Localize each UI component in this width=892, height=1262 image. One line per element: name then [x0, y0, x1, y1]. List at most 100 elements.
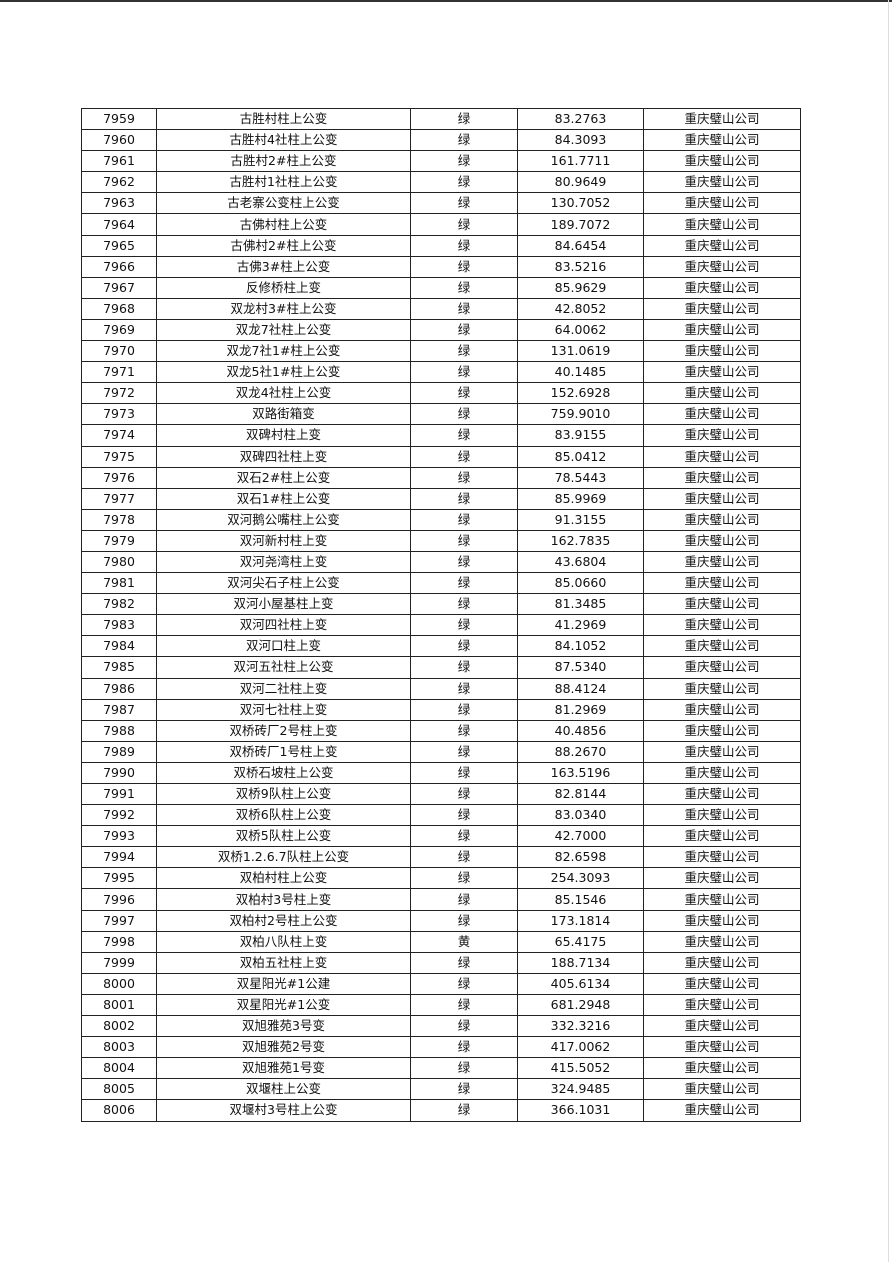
row-number-cell: 7992 — [81, 804, 157, 827]
company-cell: 重庆璧山公司 — [643, 424, 801, 447]
company-cell: 重庆璧山公司 — [643, 804, 801, 827]
table-row: 7999 双柏五社柱上变绿 188.7134 重庆璧山公司 — [81, 951, 801, 974]
row-number-cell: 7994 — [81, 846, 157, 869]
transformer-name-cell: 反修桥柱上变 — [156, 276, 411, 299]
table-row: 7995 双柏村柱上公变绿 254.3093 重庆璧山公司 — [81, 867, 801, 890]
value-cell: 41.2969 — [517, 614, 644, 637]
company-cell: 重庆璧山公司 — [643, 1057, 801, 1080]
company-cell: 重庆璧山公司 — [643, 635, 801, 658]
status-color-cell: 绿 — [410, 782, 518, 806]
value-cell: 332.3216 — [517, 1015, 644, 1038]
value-cell: 85.9629 — [517, 276, 644, 299]
transformer-name-cell: 古胜村4社柱上公变 — [156, 129, 411, 152]
transformer-name-cell: 古佛村2#柱上公变 — [156, 234, 411, 257]
value-cell: 415.5052 — [517, 1057, 644, 1080]
company-cell: 重庆璧山公司 — [643, 550, 801, 574]
company-cell: 重庆璧山公司 — [643, 614, 801, 637]
table-row: 7989 双桥砖厂1号柱上变绿 88.2670 重庆璧山公司 — [81, 740, 801, 763]
table-row: 7964 古佛村柱上公变绿 189.7072 重庆璧山公司 — [81, 213, 801, 236]
table-body: 7959 古胜村柱上公变绿 83.2763 重庆璧山公司 7960 古胜村4社柱上公变绿 8… — [81, 107, 801, 1122]
value-cell: 82.8144 — [517, 782, 644, 806]
company-cell: 重庆璧山公司 — [643, 930, 801, 953]
company-cell: 重庆璧山公司 — [643, 129, 801, 152]
transformer-name-cell: 双桥6队柱上公变 — [156, 804, 411, 827]
transformer-name-cell: 双桥砖厂2号柱上变 — [156, 719, 411, 742]
row-number-cell: 7983 — [81, 614, 157, 637]
row-number-cell: 7988 — [81, 719, 157, 742]
company-cell: 重庆璧山公司 — [643, 867, 801, 890]
transformer-name-cell: 双石1#柱上公变 — [156, 487, 411, 510]
value-cell: 42.7000 — [517, 825, 644, 848]
table-row: 7981 双河尖石子柱上公变绿 85.0660 重庆璧山公司 — [81, 572, 801, 595]
company-cell: 重庆璧山公司 — [643, 361, 801, 384]
row-number-cell: 7990 — [81, 761, 157, 785]
status-color-cell: 绿 — [410, 656, 518, 679]
status-color-cell: 绿 — [410, 698, 518, 721]
row-number-cell: 7999 — [81, 951, 157, 974]
row-number-cell: 7971 — [81, 361, 157, 384]
status-color-cell: 绿 — [410, 466, 518, 489]
status-color-cell: 绿 — [410, 171, 518, 194]
value-cell: 405.6134 — [517, 972, 644, 995]
status-color-cell: 绿 — [410, 255, 518, 278]
row-number-cell: 7978 — [81, 508, 157, 531]
transformer-name-cell: 双河尖石子柱上公变 — [156, 572, 411, 595]
status-color-cell: 绿 — [410, 993, 518, 1017]
transformer-name-cell: 双碑村柱上变 — [156, 424, 411, 447]
company-cell: 重庆璧山公司 — [643, 255, 801, 278]
status-color-cell: 绿 — [410, 614, 518, 637]
status-color-cell: 绿 — [410, 487, 518, 510]
table-row: 7994 双桥1.2.6.7队柱上公变绿 82.6598 重庆璧山公司 — [81, 846, 801, 869]
status-color-cell: 绿 — [410, 1057, 518, 1080]
table-row: 8003 双旭雅苑2号变绿 417.0062 重庆璧山公司 — [81, 1036, 801, 1059]
table-row: 7969 双龙7社柱上公变绿 64.0062 重庆璧山公司 — [81, 318, 801, 342]
transformer-name-cell: 古佛村柱上公变 — [156, 213, 411, 236]
status-color-cell: 绿 — [410, 677, 518, 700]
row-number-cell: 7965 — [81, 234, 157, 257]
status-color-cell: 绿 — [410, 297, 518, 320]
transformer-name-cell: 双柏五社柱上变 — [156, 951, 411, 974]
row-number-cell: 7979 — [81, 529, 157, 552]
status-color-cell: 绿 — [410, 529, 518, 552]
value-cell: 83.2763 — [517, 107, 644, 131]
transformer-name-cell: 双路街箱变 — [156, 403, 411, 426]
transformer-name-cell: 双柏村柱上公变 — [156, 867, 411, 890]
table-row: 7972 双龙4社柱上公变绿 152.6928 重庆璧山公司 — [81, 382, 801, 405]
transformer-name-cell: 双河五社柱上公变 — [156, 656, 411, 679]
transformer-name-cell: 双河口柱上变 — [156, 635, 411, 658]
table-row: 7970 双龙7社1#柱上公变绿 131.0619 重庆璧山公司 — [81, 340, 801, 363]
transformer-name-cell: 古胜村2#柱上公变 — [156, 150, 411, 173]
table-row: 7988 双桥砖厂2号柱上变绿 40.4856 重庆璧山公司 — [81, 719, 801, 742]
status-color-cell: 绿 — [410, 276, 518, 299]
table-row: 7960 古胜村4社柱上公变绿 84.3093 重庆璧山公司 — [81, 129, 801, 152]
value-cell: 161.7711 — [517, 150, 644, 173]
value-cell: 366.1031 — [517, 1099, 644, 1122]
table-row: 7996 双柏村3号柱上变绿 85.1546 重庆璧山公司 — [81, 888, 801, 911]
status-color-cell: 绿 — [410, 635, 518, 658]
table-row: 7967 反修桥柱上变绿 85.9629 重庆璧山公司 — [81, 276, 801, 299]
status-color-cell: 绿 — [410, 867, 518, 890]
value-cell: 324.9485 — [517, 1078, 644, 1101]
company-cell: 重庆璧山公司 — [643, 740, 801, 763]
status-color-cell: 绿 — [410, 1015, 518, 1038]
value-cell: 43.6804 — [517, 550, 644, 574]
company-cell: 重庆璧山公司 — [643, 572, 801, 595]
value-cell: 84.6454 — [517, 234, 644, 257]
row-number-cell: 8000 — [81, 972, 157, 995]
transformer-name-cell: 双石2#柱上公变 — [156, 466, 411, 489]
value-cell: 130.7052 — [517, 192, 644, 215]
company-cell: 重庆璧山公司 — [643, 825, 801, 848]
row-number-cell: 8002 — [81, 1015, 157, 1038]
company-cell: 重庆璧山公司 — [643, 529, 801, 552]
status-color-cell: 绿 — [410, 761, 518, 785]
status-color-cell: 绿 — [410, 1036, 518, 1059]
company-cell: 重庆璧山公司 — [643, 677, 801, 700]
page-right-edge — [888, 0, 889, 1262]
value-cell: 83.5216 — [517, 255, 644, 278]
table-row: 7976 双石2#柱上公变绿 78.5443 重庆璧山公司 — [81, 466, 801, 489]
status-color-cell: 绿 — [410, 150, 518, 173]
company-cell: 重庆璧山公司 — [643, 171, 801, 194]
value-cell: 85.9969 — [517, 487, 644, 510]
status-color-cell: 绿 — [410, 804, 518, 827]
table-row: 7993 双桥5队柱上公变绿 42.7000 重庆璧山公司 — [81, 825, 801, 848]
